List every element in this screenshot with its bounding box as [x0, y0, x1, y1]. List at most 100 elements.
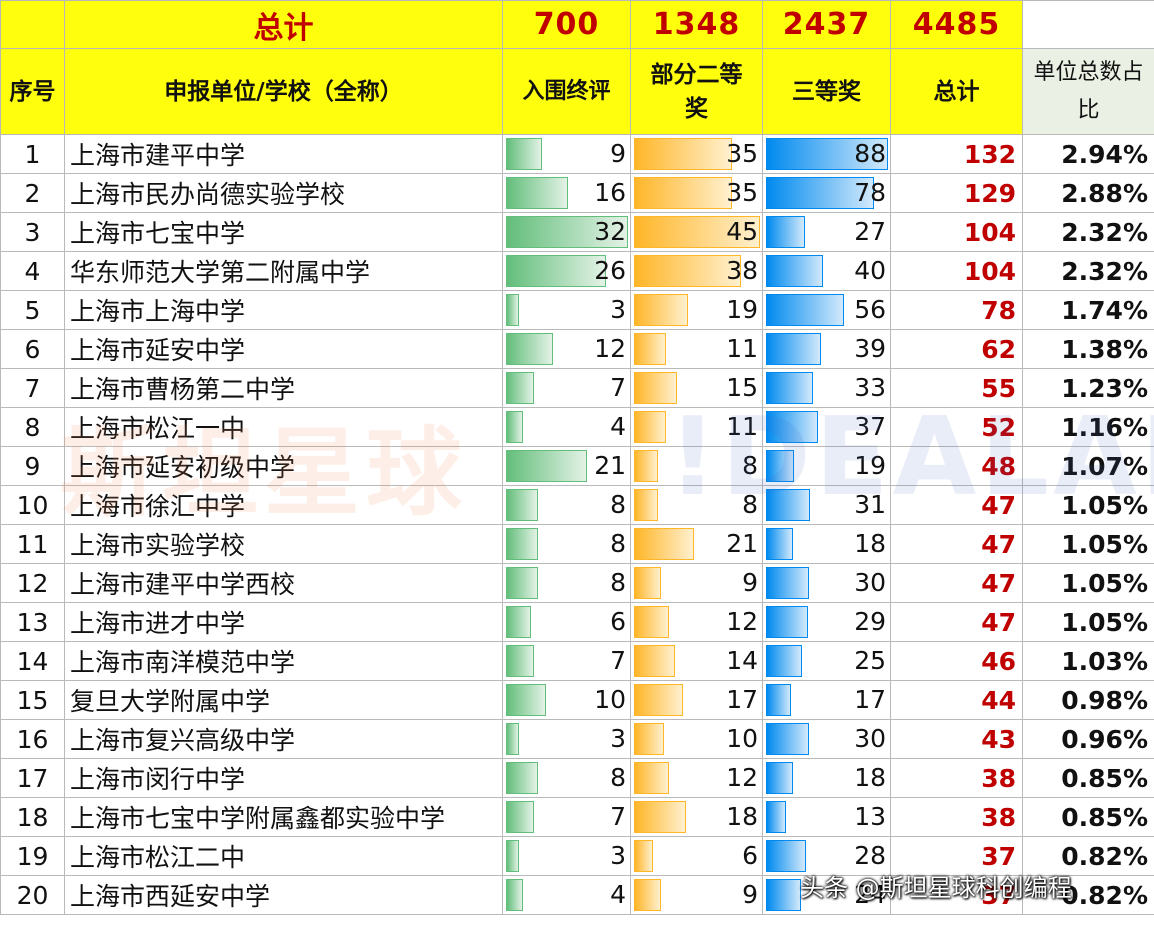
row-second-prize[interactable]: 21 [630, 524, 763, 564]
row-ratio[interactable]: 1.74% [1022, 290, 1154, 330]
row-second-prize[interactable]: 35 [630, 173, 763, 213]
row-school[interactable]: 上海市建平中学西校 [64, 563, 503, 603]
row-finalists[interactable]: 8 [502, 524, 631, 564]
row-total[interactable]: 104 [890, 212, 1023, 252]
row-third-prize[interactable]: 88 [762, 134, 891, 174]
row-second-prize[interactable]: 35 [630, 134, 763, 174]
row-total[interactable]: 132 [890, 134, 1023, 174]
row-ratio[interactable]: 2.32% [1022, 212, 1154, 252]
row-third-prize[interactable]: 37 [762, 407, 891, 447]
row-second-prize[interactable]: 8 [630, 446, 763, 486]
row-seq[interactable]: 16 [0, 719, 65, 759]
row-third-prize[interactable]: 30 [762, 563, 891, 603]
row-seq[interactable]: 11 [0, 524, 65, 564]
row-seq[interactable]: 13 [0, 602, 65, 642]
row-seq[interactable]: 10 [0, 485, 65, 525]
row-seq[interactable]: 12 [0, 563, 65, 603]
row-school[interactable]: 上海市徐汇中学 [64, 485, 503, 525]
row-total[interactable]: 46 [890, 641, 1023, 681]
row-finalists[interactable]: 3 [502, 719, 631, 759]
row-total[interactable]: 48 [890, 446, 1023, 486]
row-total[interactable]: 55 [890, 368, 1023, 408]
row-seq[interactable]: 20 [0, 875, 65, 915]
row-second-prize[interactable]: 9 [630, 563, 763, 603]
row-finalists[interactable]: 7 [502, 368, 631, 408]
row-second-prize[interactable]: 45 [630, 212, 763, 252]
row-second-prize[interactable]: 11 [630, 407, 763, 447]
row-ratio[interactable]: 1.23% [1022, 368, 1154, 408]
row-third-prize[interactable]: 28 [762, 836, 891, 876]
row-total[interactable]: 129 [890, 173, 1023, 213]
row-total[interactable]: 38 [890, 797, 1023, 837]
row-third-prize[interactable]: 40 [762, 251, 891, 291]
row-ratio[interactable]: 1.03% [1022, 641, 1154, 681]
header-finalists[interactable]: 入围终评 [502, 48, 631, 135]
row-seq[interactable]: 9 [0, 446, 65, 486]
row-total[interactable]: 47 [890, 485, 1023, 525]
row-total[interactable]: 43 [890, 719, 1023, 759]
row-second-prize[interactable]: 12 [630, 602, 763, 642]
row-seq[interactable]: 18 [0, 797, 65, 837]
row-seq[interactable]: 19 [0, 836, 65, 876]
row-finalists[interactable]: 12 [502, 329, 631, 369]
totals-total[interactable]: 4485 [890, 0, 1023, 49]
totals-finalists[interactable]: 700 [502, 0, 631, 49]
row-third-prize[interactable]: 19 [762, 446, 891, 486]
row-finalists[interactable]: 32 [502, 212, 631, 252]
row-total[interactable]: 62 [890, 329, 1023, 369]
row-total[interactable]: 44 [890, 680, 1023, 720]
row-total[interactable]: 52 [890, 407, 1023, 447]
header-second-prize[interactable]: 部分二等奖 [630, 48, 763, 135]
row-second-prize[interactable]: 9 [630, 875, 763, 915]
row-second-prize[interactable]: 6 [630, 836, 763, 876]
row-school[interactable]: 上海市松江二中 [64, 836, 503, 876]
row-third-prize[interactable]: 25 [762, 641, 891, 681]
row-seq[interactable]: 17 [0, 758, 65, 798]
totals-third-prize[interactable]: 2437 [762, 0, 891, 49]
row-total[interactable]: 38 [890, 758, 1023, 798]
row-ratio[interactable]: 0.98% [1022, 680, 1154, 720]
row-ratio[interactable]: 0.85% [1022, 758, 1154, 798]
header-school[interactable]: 申报单位/学校（全称） [64, 48, 503, 135]
row-third-prize[interactable]: 33 [762, 368, 891, 408]
row-school[interactable]: 上海市上海中学 [64, 290, 503, 330]
row-school[interactable]: 上海市南洋模范中学 [64, 641, 503, 681]
row-third-prize[interactable]: 56 [762, 290, 891, 330]
row-school[interactable]: 上海市建平中学 [64, 134, 503, 174]
row-school[interactable]: 上海市七宝中学附属鑫都实验中学 [64, 797, 503, 837]
row-finalists[interactable]: 26 [502, 251, 631, 291]
row-second-prize[interactable]: 8 [630, 485, 763, 525]
header-seq[interactable]: 序号 [0, 48, 65, 135]
row-ratio[interactable]: 2.94% [1022, 134, 1154, 174]
row-finalists[interactable]: 3 [502, 836, 631, 876]
row-school[interactable]: 上海市延安中学 [64, 329, 503, 369]
row-finalists[interactable]: 21 [502, 446, 631, 486]
totals-second-prize[interactable]: 1348 [630, 0, 763, 49]
row-total[interactable]: 37 [890, 836, 1023, 876]
row-second-prize[interactable]: 12 [630, 758, 763, 798]
row-seq[interactable]: 15 [0, 680, 65, 720]
row-school[interactable]: 上海市延安初级中学 [64, 446, 503, 486]
row-ratio[interactable]: 0.82% [1022, 836, 1154, 876]
row-ratio[interactable]: 0.85% [1022, 797, 1154, 837]
row-ratio[interactable]: 1.05% [1022, 524, 1154, 564]
row-school[interactable]: 华东师范大学第二附属中学 [64, 251, 503, 291]
row-third-prize[interactable]: 30 [762, 719, 891, 759]
row-third-prize[interactable]: 78 [762, 173, 891, 213]
row-finalists[interactable]: 4 [502, 407, 631, 447]
header-ratio[interactable]: 单位总数占比 [1022, 48, 1154, 135]
row-ratio[interactable]: 1.16% [1022, 407, 1154, 447]
row-seq[interactable]: 5 [0, 290, 65, 330]
row-seq[interactable]: 2 [0, 173, 65, 213]
row-seq[interactable]: 7 [0, 368, 65, 408]
row-third-prize[interactable]: 24 [762, 875, 891, 915]
row-seq[interactable]: 1 [0, 134, 65, 174]
header-third-prize[interactable]: 三等奖 [762, 48, 891, 135]
row-finalists[interactable]: 10 [502, 680, 631, 720]
row-finalists[interactable]: 3 [502, 290, 631, 330]
row-school[interactable]: 上海市七宝中学 [64, 212, 503, 252]
row-third-prize[interactable]: 31 [762, 485, 891, 525]
row-finalists[interactable]: 7 [502, 797, 631, 837]
row-finalists[interactable]: 8 [502, 758, 631, 798]
row-third-prize[interactable]: 27 [762, 212, 891, 252]
